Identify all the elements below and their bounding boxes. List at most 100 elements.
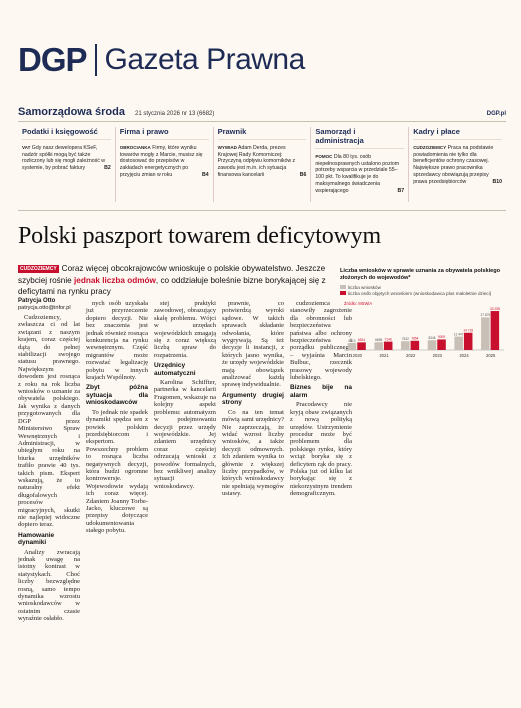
section-teaser: Dla 80 tys. osób niepełnosprawnych ustal… [315, 154, 400, 194]
paragraph: cudzoziemca stanowiły zagrożenie dla obr… [290, 300, 352, 382]
article-headline: Polski paszport towarem deficytowym [18, 223, 381, 249]
bar-applications-2022 [401, 341, 410, 350]
x-tick-label: 2025 [486, 353, 496, 358]
section-heading: Firma i prawo [119, 127, 209, 140]
x-tick-label: 2023 [433, 353, 443, 358]
logo-divider [94, 44, 97, 76]
legend-item: liczba osób objętych wnioskiem (wnioskod… [340, 291, 508, 297]
section-teaser: Firmy, które wyniku towarów mogły z Marc… [119, 145, 203, 178]
section-page: B10 [492, 178, 502, 185]
section-page: B7 [397, 187, 405, 194]
subheading: Urzędnicy automatyczni [154, 362, 196, 377]
data-label: 6698 [375, 338, 382, 342]
author-name: Patrycja Otto [18, 298, 56, 304]
section-prawnik[interactable]: Prawnik Wywiad Adam Derda, prezes Krajow… [214, 127, 312, 202]
bar-persons-2023 [437, 339, 446, 350]
data-label: 7146 [385, 337, 392, 341]
bar-persons-2024 [463, 332, 473, 350]
issue-date: 21 stycznia 2026 nr 13 (6682) [134, 111, 215, 117]
legend-label: liczba osób objętych wnioskiem (wnioskod… [348, 291, 492, 296]
bar-applications-2021 [374, 342, 383, 350]
section-tag: Obrocianka [119, 145, 151, 150]
section-firma[interactable]: Firma i prawo Obrocianka Firmy, które wy… [116, 127, 214, 202]
chart-source-label: Źródło: MSWiA [344, 301, 372, 306]
brand-logo: DGP [18, 41, 88, 78]
chart-box: Liczba wniosków w sprawie uznania za oby… [340, 268, 508, 378]
section-page: B2 [104, 165, 111, 172]
bar-persons-2022 [410, 340, 420, 350]
article-column-4: prawnie, co potwierdzą wyroki sądowe. W … [222, 300, 284, 498]
subheading: Biznes bije na alarm [290, 384, 352, 399]
lead-tag: CUDZOZIEMCY [18, 265, 59, 273]
issue-name: Samorządowa środa [18, 106, 125, 118]
subheading: Hamowanie dynamiki [18, 531, 55, 547]
section-page: B6 [299, 171, 307, 178]
data-label: 27 875 [480, 313, 490, 317]
paragraph: Karolina Schiffter, partnerka w kancelar… [154, 379, 216, 490]
article-lead: CUDZOZIEMCY Coraz więcej obcokrajowców wn… [18, 263, 328, 297]
section-teaser: Praca na podstawie powiadomienia nie tyl… [413, 145, 494, 185]
section-tag: Wywiad [217, 145, 237, 150]
data-label: 7854 [411, 337, 418, 341]
paragraph: Analizy zwracają jednak uwagę na istotny… [18, 548, 80, 623]
bar-chart: Źródło: MSWiA 6012 6524 2020 6698 7146 2021 753… [344, 301, 504, 358]
bar-persons-2020 [357, 342, 366, 350]
paragraph: Cudzoziemcy, zwłaszcza ci od lat związan… [18, 314, 80, 529]
divider [18, 210, 506, 211]
legend-label: liczba wniosków [348, 285, 381, 290]
data-label: 9009 [438, 335, 445, 339]
section-page: B4 [201, 171, 209, 178]
divider [18, 121, 506, 122]
x-tick-label: 2022 [406, 353, 416, 358]
article-column-5: cudzoziemca stanowiły zagrożenie dla obr… [290, 300, 352, 498]
section-teaser: Adam Derda, prezes Krajowej Rady Komorni… [217, 145, 296, 178]
newspaper-title: Gazeta Prawna [104, 43, 306, 76]
paragraph: Pracodawcy nie kryją obaw związanych z n… [290, 401, 352, 498]
byline: Patrycja Otto patrycja.otto@infor.pl [18, 298, 71, 312]
section-tag: Pomoc [315, 154, 333, 159]
section-heading: Samorząd i administracja [315, 127, 405, 149]
x-tick-label: 2021 [379, 353, 389, 358]
paragraph: prawnie, co potwierdzą wyroki sądowe. W … [222, 300, 284, 389]
legend-swatch [340, 285, 346, 289]
data-label: 7532 [402, 337, 409, 341]
site-link[interactable]: DGP.pl [486, 111, 506, 117]
article-column-1: Cudzoziemcy, zwłaszcza ci od lat związan… [18, 314, 80, 623]
paragraph: stej praktyki zawodowej, obrazujący skal… [154, 300, 216, 359]
x-tick-label: 2020 [353, 353, 363, 358]
subheading: Argumenty drugiej strony [222, 391, 284, 407]
data-label: 11 447 [454, 332, 464, 336]
section-heading: Podatki i księgowość [22, 127, 111, 140]
section-samorzad[interactable]: Samorząd i administracja Pomoc Dla 80 ty… [311, 127, 410, 202]
lead-text-end: , co oddziałuje boleśnie bizne borykając… [18, 276, 326, 296]
bar-applications-2025 [481, 317, 490, 350]
article-column-2: nych osób uzyskała już przyrzeczenie dop… [86, 300, 148, 535]
section-kadry[interactable]: Kadry i płace Cudzoziemcy Praca na podst… [409, 127, 506, 202]
legend-item: liczba wniosków [340, 285, 508, 291]
subheading: Zbyt późna sytuacja dla wnioskodawców [86, 384, 148, 407]
article-column-3: stej praktyki zawodowej, obrazujący skal… [154, 300, 216, 490]
author-email[interactable]: patrycja.otto@infor.pl [18, 305, 71, 311]
section-heading: Kadry i płace [413, 127, 502, 140]
bar-applications-2020 [347, 342, 357, 350]
masthead: DGP Gazeta Prawna [18, 41, 306, 78]
legend-swatch [340, 291, 346, 295]
bar-applications-2023 [427, 340, 437, 350]
data-label: 6524 [358, 338, 365, 342]
bar-applications-2024 [454, 336, 463, 350]
issue-line: Samorządowa środa 21 stycznia 2026 nr 13… [18, 106, 506, 118]
data-label: 14 718 [463, 329, 473, 333]
section-index: Podatki i księgowość VAT Gdy nasz dewelo… [18, 127, 506, 202]
chart-title: Liczba wniosków w sprawie uznania za oby… [340, 268, 501, 281]
bar-persons-2025 [490, 311, 500, 350]
paragraph: To jednak nie spadek dynamiki spędza sen… [86, 408, 148, 535]
x-tick-label: 2024 [459, 353, 469, 358]
bar-persons-2021 [383, 341, 393, 350]
data-label: 6012 [348, 339, 355, 343]
section-tag: VAT [22, 145, 31, 150]
section-podatki[interactable]: Podatki i księgowość VAT Gdy nasz dewelo… [18, 127, 116, 202]
paragraph: nych osób uzyskała już przyrzeczenie dop… [86, 300, 148, 382]
section-teaser: Gdy nasz dewelopera KSeF, nadzór spółki … [22, 145, 106, 172]
data-label: 33 258 [490, 307, 500, 311]
lead-emphasis: jednak liczba odmów [73, 276, 156, 285]
